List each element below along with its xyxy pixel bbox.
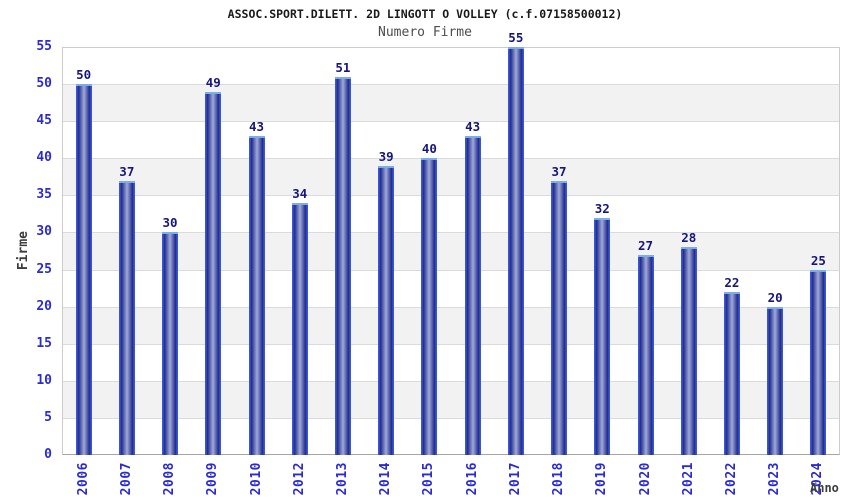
grid-band xyxy=(63,48,839,85)
x-tick-label: 2019 xyxy=(594,462,610,496)
y-tick-label: 35 xyxy=(36,187,52,203)
y-tick-label: 20 xyxy=(36,298,52,314)
y-tick-label: 15 xyxy=(36,335,52,351)
grid-band xyxy=(63,159,839,197)
gridline xyxy=(63,306,839,308)
x-tick-label: 2014 xyxy=(378,462,394,496)
chart-subtitle: Numero Firme xyxy=(378,25,472,40)
y-tick-label: 0 xyxy=(44,447,52,462)
x-tick-label: 2022 xyxy=(723,462,739,496)
gridline xyxy=(63,195,839,197)
gridline xyxy=(63,269,839,271)
y-tick-label: 5 xyxy=(44,409,52,425)
grid-band xyxy=(63,271,839,308)
gridline xyxy=(63,158,839,160)
gridline xyxy=(63,121,839,123)
y-tick-label: 45 xyxy=(36,113,52,129)
gridline xyxy=(63,380,839,382)
grid-band xyxy=(63,345,839,382)
x-tick-label: 2016 xyxy=(464,462,480,496)
grid-band xyxy=(63,419,839,456)
grid-band xyxy=(63,233,839,271)
x-tick-label: 2010 xyxy=(248,462,264,496)
x-tick-label: 2020 xyxy=(637,462,653,496)
y-axis-title: Firme xyxy=(16,231,31,271)
x-tick-label: 2017 xyxy=(507,462,523,496)
gridline xyxy=(63,232,839,234)
grid-band xyxy=(63,307,839,345)
x-tick-label: 2018 xyxy=(551,462,567,496)
grid-band xyxy=(63,85,839,123)
x-tick-label: 2008 xyxy=(162,462,178,496)
x-tick-label: 2012 xyxy=(291,462,307,496)
x-tick-label: 2013 xyxy=(334,462,350,496)
gridline xyxy=(63,417,839,419)
grid-band xyxy=(63,122,839,159)
x-axis-title: Anno xyxy=(810,481,839,495)
x-tick-label: 2015 xyxy=(421,462,437,496)
x-tick-label: 2009 xyxy=(205,462,221,496)
grid-band xyxy=(63,196,839,233)
gridline xyxy=(63,343,839,345)
x-tick-label: 2023 xyxy=(767,462,783,496)
chart-title: ASSOC.SPORT.DILETT. 2D LINGOTT O VOLLEY … xyxy=(227,7,623,21)
grid-band xyxy=(63,381,839,419)
y-tick-label: 40 xyxy=(36,150,52,166)
x-tick-label: 2007 xyxy=(118,462,134,496)
y-tick-label: 10 xyxy=(36,372,52,388)
gridline xyxy=(63,84,839,86)
y-tick-label: 55 xyxy=(36,39,52,54)
x-tick-label: 2006 xyxy=(75,462,91,496)
y-tick-label: 50 xyxy=(36,76,52,92)
x-tick-label: 2021 xyxy=(680,462,696,496)
plot-area xyxy=(62,47,840,455)
